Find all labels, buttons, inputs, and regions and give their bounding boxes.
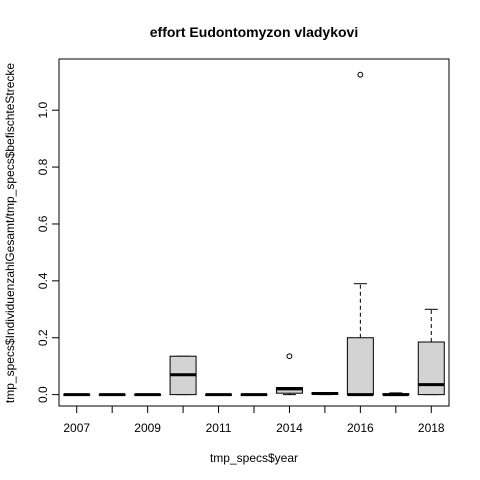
- box-2012: [240, 393, 268, 397]
- y-axis: 0.0 0.2 0.4 0.6 0.8 1.0: [36, 102, 60, 403]
- y-tick-label: 1.0: [36, 102, 50, 119]
- x-tick-label: 2011: [206, 421, 232, 435]
- x-tick-label: 2018: [418, 421, 445, 435]
- box-2017: [382, 392, 410, 397]
- box-2009: [134, 393, 162, 397]
- outlier-point: [286, 353, 293, 360]
- box-2007: [63, 393, 91, 397]
- box-2008: [98, 393, 126, 397]
- y-tick-label: 0.6: [36, 215, 50, 232]
- x-axis-label: tmp_specs$year: [210, 451, 298, 465]
- plot-frame: [58, 58, 450, 407]
- y-tick-label: 0.2: [36, 329, 50, 346]
- x-tick-label: 2014: [276, 421, 303, 435]
- box-2018: [417, 308, 445, 396]
- y-tick-label: 0.8: [36, 158, 50, 175]
- chart-title: effort Eudontomyzon vladykovi: [150, 24, 358, 40]
- box-2014: [275, 353, 303, 396]
- outlier-point: [357, 71, 364, 78]
- x-tick-label: 2007: [63, 421, 90, 435]
- box-2016: [346, 71, 374, 397]
- y-tick-label: 0.4: [36, 272, 50, 289]
- box-rect: [346, 337, 374, 396]
- box-2010: [169, 355, 197, 396]
- y-axis-label: tmp_specs$IndividuenzahlGesamt/tmp_specs…: [3, 63, 17, 404]
- box-group: [63, 71, 445, 397]
- box-rect: [417, 341, 445, 396]
- x-axis: 2007 2009 2011 2014 2016 2018: [63, 405, 445, 435]
- box-2011: [205, 393, 233, 397]
- x-tick-label: 2009: [134, 421, 161, 435]
- x-tick-label: 2016: [347, 421, 374, 435]
- y-tick-label: 0.0: [36, 386, 50, 403]
- box-2015: [311, 391, 339, 396]
